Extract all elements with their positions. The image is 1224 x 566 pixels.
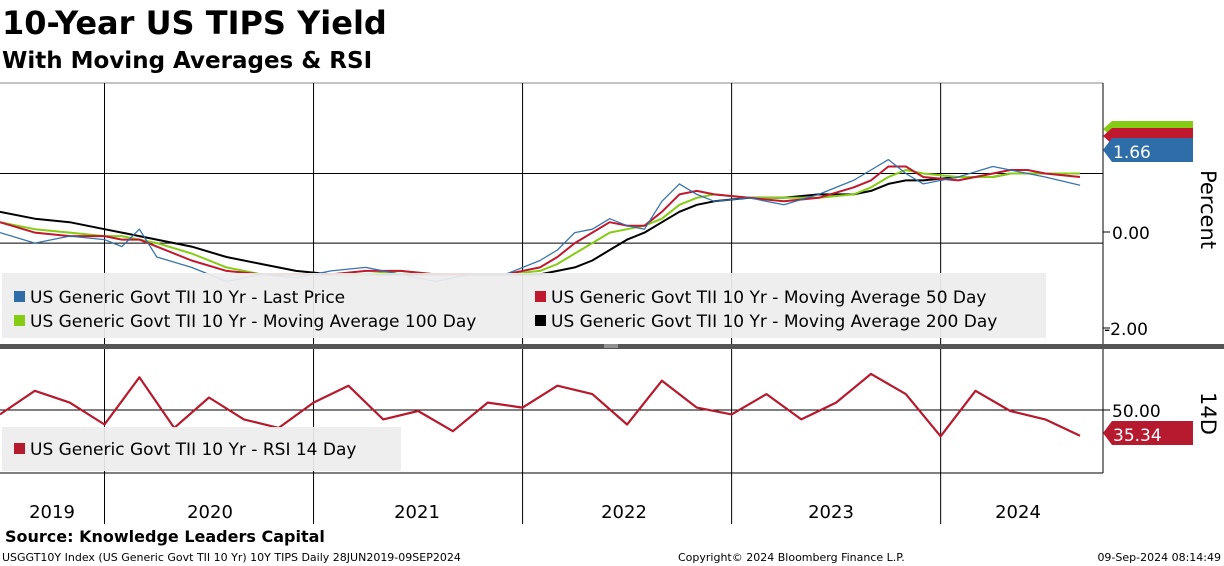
chart-subtitle: With Moving Averages & RSI (2, 48, 372, 74)
timestamp: 09-Sep-2024 08:14:49 (1097, 551, 1221, 564)
legend-label-rsi: US Generic Govt TII 10 Yr - RSI 14 Day (30, 440, 356, 460)
x-tick-label-2023: 2023 (808, 502, 854, 523)
x-tick-label-2021: 2021 (394, 502, 440, 523)
x-tick-label-2022: 2022 (601, 502, 647, 523)
series-ma50 (0, 165, 1081, 276)
legend-label-ma200: US Generic Govt TII 10 Yr - Moving Avera… (551, 312, 997, 332)
tag-rsi-value: 35.34 (1113, 426, 1162, 446)
rsi-legend-background (2, 427, 401, 471)
rsi-y-axis: 50.00 14D 35.34 (1102, 349, 1220, 473)
price-panel (0, 82, 1103, 344)
series-ma100 (0, 169, 1080, 276)
price-last-value-tags: 1.66 (1103, 121, 1193, 163)
price-legend-background (2, 273, 1046, 338)
rsi-y-axis-label: 14D (1196, 392, 1220, 435)
legend-swatch-ma200 (535, 315, 546, 326)
chart-title: 10-Year US TIPS Yield (2, 4, 387, 42)
x-tick-label-2024: 2024 (995, 502, 1041, 523)
tag-last-price-background (1103, 138, 1193, 162)
rsi-legend: US Generic Govt TII 10 Yr - RSI 14 Day (2, 427, 401, 471)
source-note: Source: Knowledge Leaders Capital (5, 527, 325, 546)
price-y-axis: 0.00 -2.00 Percent (1102, 83, 1220, 345)
rsi-y-tick-label-50: 50.00 (1112, 402, 1161, 422)
series-rsi (0, 372, 1081, 438)
price-panel-series (0, 158, 1081, 283)
rsi-panel-series (0, 372, 1081, 438)
price-y-axis-label: Percent (1196, 170, 1220, 249)
x-tick-label-2019: 2019 (29, 502, 75, 523)
legend-swatch-last-price (14, 291, 25, 302)
price-y-tick-label-minus2: -2.00 (1104, 320, 1148, 340)
legend-swatch-ma50 (535, 291, 546, 302)
tag-rsi-background (1103, 421, 1193, 445)
x-axis-year-ticks (104, 473, 942, 524)
tag-last-price-value: 1.66 (1113, 143, 1151, 163)
series-last-price (0, 158, 1081, 283)
legend-swatch-rsi (14, 443, 25, 454)
legend-label-ma100: US Generic Govt TII 10 Yr - Moving Avera… (30, 312, 476, 332)
panel-divider (0, 344, 1224, 349)
x-tick-label-2020: 2020 (187, 502, 233, 523)
legend-swatch-ma100 (14, 315, 25, 326)
legend-label-ma50: US Generic Govt TII 10 Yr - Moving Avera… (551, 288, 986, 308)
legend-label-last-price: US Generic Govt TII 10 Yr - Last Price (30, 288, 345, 308)
copyright-note: Copyright© 2024 Bloomberg Finance L.P. (678, 551, 905, 564)
footer: Source: Knowledge Leaders Capital USGGT1… (2, 527, 1221, 564)
price-y-tick-label-zero: 0.00 (1112, 224, 1150, 244)
x-axis: 2019 2020 2021 2022 2023 2024 (0, 472, 1103, 524)
price-panel-horizontal-gridlines (0, 172, 1103, 244)
price-legend: US Generic Govt TII 10 Yr - Last Price U… (2, 273, 1046, 338)
index-description: USGGT10Y Index (US Generic Govt TII 10 Y… (2, 551, 461, 564)
series-ma200 (0, 172, 1080, 276)
